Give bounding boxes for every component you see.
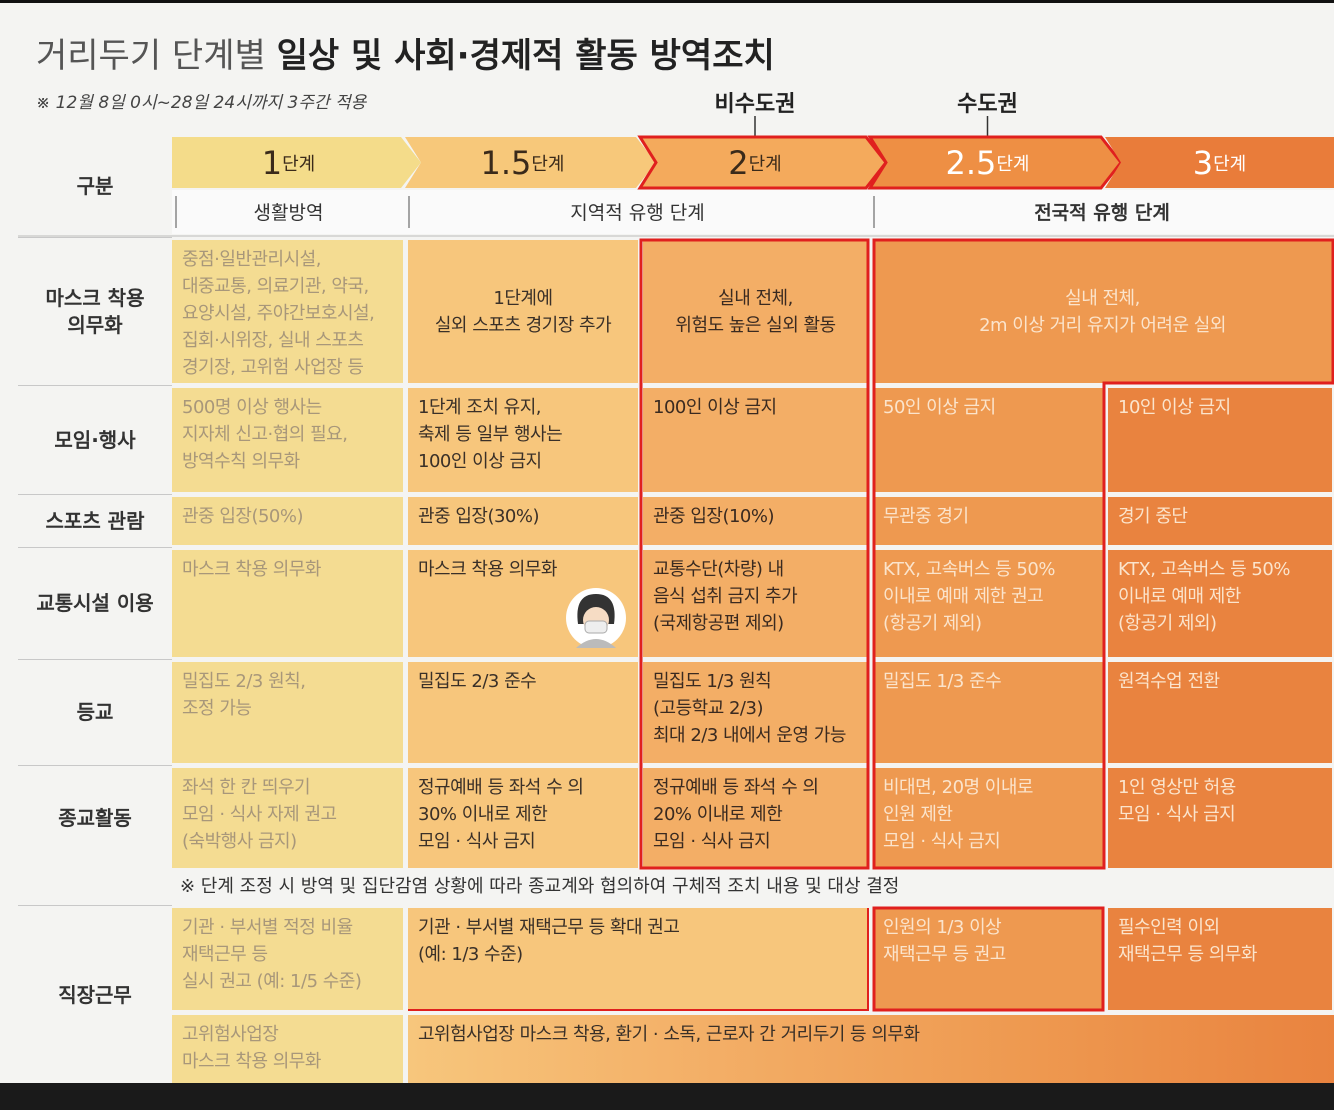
cell-text: 인원의 1/3 이상 재택근무 등 권고 [883, 917, 1006, 965]
cell-text: 중점·일반관리시설, 대중교통, 의료기관, 약국, 요양시설, 주야간보호시설… [182, 249, 375, 378]
stage-number: 2 [728, 143, 749, 182]
row-label: 모임·행사 [54, 427, 136, 452]
top-bar [0, 0, 1334, 3]
stage-unit: 단계 [748, 153, 782, 175]
cell-bg [172, 240, 403, 383]
stage-chevron [1105, 137, 1334, 188]
phase-label: 전국적 유행 단계 [1034, 202, 1170, 224]
stage-header: 1 단계 [172, 137, 405, 188]
cell-text: 관중 입장(50%) [182, 506, 304, 527]
stage-chevron [405, 137, 656, 188]
row-label: 등교 [76, 700, 114, 724]
cell-bg [1108, 908, 1332, 1010]
cell-bg [172, 908, 403, 1010]
bottom-bar [0, 1083, 1334, 1110]
stage-header: 2.5 단계 [870, 137, 1105, 188]
stage-chevron [637, 135, 888, 190]
cell-text: 기관 · 부서별 적정 비율 재택근무 등 실시 권고 (예: 1/5 수준) [182, 917, 362, 992]
cell-text: 100인 이상 금지 [653, 397, 777, 418]
stage-number: 1 [261, 143, 283, 182]
header-label: 구분 [76, 173, 114, 198]
note: ※ 단계 조정 시 방역 및 집단감염 상황에 따라 종교계와 협의하여 구체적… [180, 876, 900, 897]
cell-text: KTX, 고속버스 등 50% 이내로 예매 제한 (항공기 제외) [1118, 559, 1290, 634]
cell-bg [408, 240, 638, 383]
cell-text: 필수인력 이외 재택근무 등 의무화 [1118, 917, 1257, 965]
stage-unit: 단계 [1213, 153, 1247, 175]
cell-text: 원격수업 전환 [1118, 671, 1220, 692]
cell-bg [172, 1015, 403, 1083]
cell-bg [408, 662, 638, 763]
stage-unit: 단계 [996, 153, 1030, 175]
cell-text: 1단계 조치 유지, 축제 등 일부 행사는 100인 이상 금지 [418, 397, 563, 472]
row-label: 직장근무 [58, 983, 132, 1007]
cell-text: 기관 · 부서별 재택근무 등 확대 권고 (예: 1/3 수준) [418, 917, 680, 965]
cell-text: 밀집도 1/3 준수 [883, 671, 1002, 692]
cell-bg [172, 768, 403, 868]
cell-text: KTX, 고속버스 등 50% 이내로 예매 제한 권고 (항공기 제외) [883, 559, 1055, 634]
region-label: 수도권 [957, 92, 1018, 117]
stage-number: 1.5 [480, 143, 532, 182]
subtitle: ※ 12월 8일 0시~28일 24시까지 3주간 적용 [36, 93, 367, 113]
cell-text: 좌석 한 칸 띄우기 모임 · 식사 자제 권고 (숙박행사 금지) [182, 777, 337, 852]
cell-text: 고위험사업장 마스크 착용, 환기 · 소독, 근로자 간 거리두기 등 의무화 [418, 1024, 920, 1045]
stage-header: 1.5 단계 [405, 137, 640, 188]
cell-bg [408, 497, 638, 545]
title-bold: 일상 및 사회·경제적 활동 방역조치 [276, 36, 775, 76]
cell-text: 500명 이상 행사는 지자체 신고·협의 필요, 방역수칙 의무화 [182, 397, 348, 472]
title-light: 거리두기 단계별 [36, 36, 266, 76]
cell-text: 마스크 착용 의무화 [182, 559, 321, 580]
stage-chevron [867, 135, 1123, 190]
cell-bg [172, 662, 403, 763]
phase-row-bg [172, 190, 1334, 234]
cell-text: 밀집도 2/3 원칙, 조정 가능 [182, 671, 306, 719]
cell-bg [172, 550, 403, 657]
cell-text: 관중 입장(30%) [418, 506, 540, 527]
cell-text: 비대면, 20명 이내로 인원 제한 모임 · 식사 금지 [883, 777, 1034, 852]
stage-number: 2.5 [945, 143, 997, 182]
cell-text: 경기 중단 [1118, 506, 1188, 527]
cell-text: 50인 이상 금지 [883, 397, 996, 418]
cell-bg [408, 388, 638, 492]
cell-bg [172, 497, 403, 545]
row-label: 마스크 착용 의무화 [45, 285, 145, 337]
cell-bg [408, 768, 638, 868]
title: 거리두기 단계별 일상 및 사회·경제적 활동 방역조치 [36, 28, 775, 77]
cell-text: 관중 입장(10%) [653, 506, 775, 527]
stage-unit: 단계 [282, 153, 316, 175]
cell-text: 실내 전체, 위험도 높은 실외 활동 [675, 287, 836, 336]
stage-header: 2 단계 [640, 137, 870, 188]
merged-bg [408, 1015, 1334, 1083]
cell-text: 1인 영상만 허용 모임 · 식사 금지 [1118, 777, 1236, 825]
region-label: 비수도권 [714, 92, 796, 117]
cell-text: 마스크 착용 의무화 [418, 559, 557, 580]
stage-header: 3 단계 [1105, 137, 1334, 188]
cell-text: 밀집도 2/3 준수 [418, 671, 537, 692]
cell-text: 실내 전체, 2m 이상 거리 유지가 어려운 실외 [979, 287, 1226, 336]
cell-text: 10인 이상 금지 [1118, 397, 1231, 418]
stage-chevron [172, 137, 421, 188]
row-label: 종교활동 [58, 805, 132, 830]
row-label: 교통시설 이용 [36, 591, 154, 615]
cell-text: 고위험사업장 마스크 착용 의무화 [182, 1024, 321, 1072]
stage-unit: 단계 [531, 153, 565, 175]
row-label: 스포츠 관람 [45, 508, 145, 533]
cell-text: 정규예배 등 좌석 수 의 30% 이내로 제한 모임 · 식사 금지 [418, 777, 584, 852]
cell-text: 교통수단(차량) 내 음식 섭취 금지 추가 (국제항공편 제외) [653, 559, 798, 634]
cell-text: 정규예배 등 좌석 수 의 20% 이내로 제한 모임 · 식사 금지 [653, 777, 819, 852]
cell-text: 무관중 경기 [883, 506, 969, 527]
cell-bg [172, 388, 403, 492]
phase-label: 생활방역 [253, 202, 324, 224]
stage-number: 3 [1192, 143, 1214, 182]
cell-text: 밀집도 1/3 원칙 (고등학교 2/3) 최대 2/3 내에서 운영 가능 [653, 671, 846, 746]
cell-text: 1단계에 실외 스포츠 경기장 추가 [434, 287, 612, 336]
phase-label: 지역적 유행 단계 [570, 202, 705, 224]
